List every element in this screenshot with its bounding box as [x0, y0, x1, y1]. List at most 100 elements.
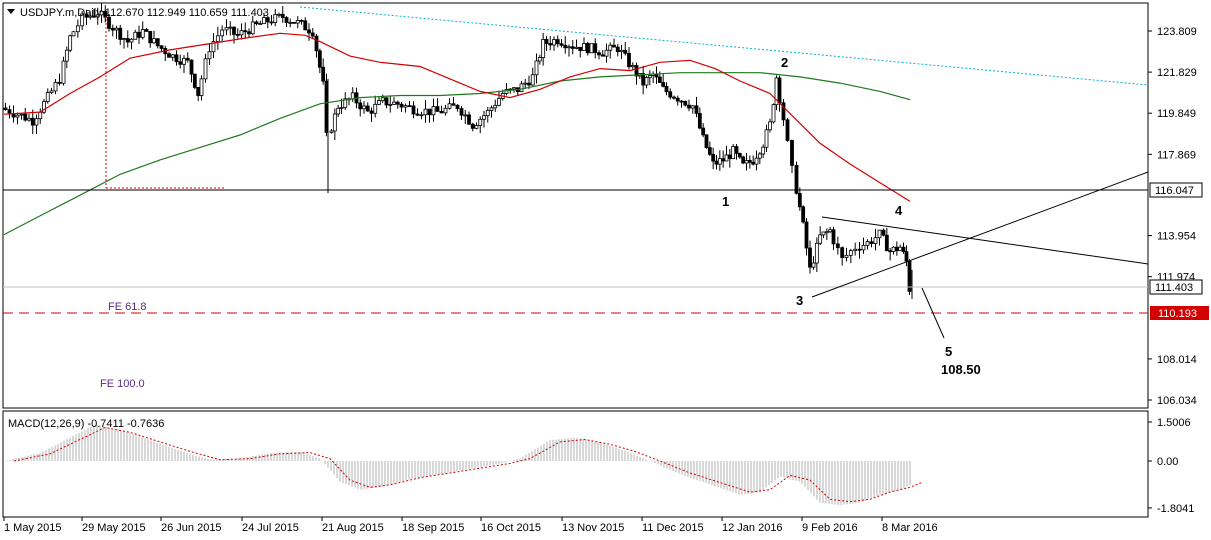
candle-body	[534, 60, 539, 76]
macd-tick-label: 1.5006	[1157, 417, 1191, 429]
candle-body	[45, 92, 50, 102]
ma-fast-line	[3, 32, 911, 202]
candle-body	[224, 27, 229, 31]
candle-body	[203, 58, 208, 80]
target-label: 108.50	[941, 362, 981, 377]
date-axis: 1 May 2015 29 May 2015 26 Jun 2015 24 Jul 2…	[3, 517, 938, 534]
candle-body	[597, 52, 601, 56]
candle-body	[615, 46, 620, 53]
candle-body	[95, 14, 100, 18]
candle-body	[114, 27, 119, 31]
date-tick-label: 21 Aug 2015	[322, 522, 384, 534]
candle-body	[690, 105, 695, 109]
candle-body	[768, 121, 772, 131]
candle-body	[125, 38, 130, 43]
candle-body	[570, 46, 575, 49]
candle-body	[167, 53, 171, 58]
candle-body	[761, 146, 766, 155]
candle-body	[64, 49, 69, 62]
candle-body	[295, 19, 300, 24]
candle-body	[727, 154, 732, 159]
candle-body	[828, 229, 833, 233]
candle-body	[3, 107, 8, 111]
candle-body	[99, 10, 104, 16]
candle-body	[303, 20, 308, 31]
candle-body	[140, 29, 145, 38]
candle-body	[694, 105, 699, 114]
candle-body	[668, 91, 673, 98]
macd-signal-line	[13, 426, 923, 503]
candle-body	[431, 106, 436, 116]
candle-body	[103, 10, 108, 18]
candle-body	[644, 77, 649, 86]
wave-label-3: 3	[796, 293, 803, 308]
candle-body	[582, 43, 586, 51]
candle-body	[310, 32, 315, 37]
candle-body	[392, 101, 396, 105]
candle-body	[38, 111, 43, 120]
price-tick-label: 123.809	[1157, 26, 1197, 38]
candle-body	[904, 251, 909, 262]
candle-body	[519, 83, 524, 92]
candle-body	[215, 35, 220, 42]
candle-body	[888, 250, 893, 253]
date-tick-label: 8 Mar 2016	[882, 522, 938, 534]
candle-body	[232, 26, 236, 35]
candle-body	[600, 54, 605, 57]
candle-body	[299, 19, 304, 22]
candle-body	[664, 85, 669, 93]
candle-body	[53, 81, 58, 92]
candle-body	[15, 114, 20, 118]
candle-body	[707, 147, 712, 155]
candle-body	[504, 89, 509, 94]
candle-body	[801, 206, 806, 223]
candle-body	[459, 108, 464, 116]
candle-body	[155, 38, 160, 47]
tag-116-text: 116.047	[1155, 185, 1194, 197]
candle-body	[84, 13, 89, 18]
date-tick-label: 29 May 2015	[82, 522, 146, 534]
price-tick-label: 121.829	[1157, 67, 1197, 79]
candle-body	[485, 109, 490, 117]
candle-body	[844, 254, 849, 258]
candle-body	[235, 34, 240, 36]
date-tick-label: 11 Dec 2015	[642, 522, 704, 534]
candle-body	[701, 127, 706, 136]
date-tick-label: 9 Feb 2016	[802, 522, 858, 534]
candle-body	[563, 44, 568, 49]
candle-body	[384, 97, 389, 106]
candle-body	[189, 59, 194, 75]
candle-body	[757, 153, 762, 159]
candle-body	[118, 27, 123, 40]
candle-body	[824, 231, 829, 234]
candle-body	[675, 97, 680, 102]
tag-116-box	[1149, 182, 1203, 198]
candle-body	[891, 246, 896, 252]
dropdown-arrow-icon[interactable]	[7, 9, 15, 14]
candle-body	[512, 87, 516, 90]
candle-body	[277, 13, 281, 16]
price-axis: 123.809121.829119.849117.869113.954111.9…	[1148, 26, 1197, 407]
candle-body	[321, 66, 326, 82]
candle-body	[634, 65, 639, 77]
candle-body	[901, 246, 906, 252]
candle-body	[474, 125, 479, 129]
candle-body	[731, 146, 736, 159]
candle-body	[307, 29, 311, 34]
candle-body	[220, 29, 225, 37]
candle-body	[148, 30, 153, 44]
candle-body	[797, 193, 802, 208]
candle-body	[243, 30, 248, 33]
candle-body	[419, 114, 424, 117]
candle-body	[612, 44, 616, 48]
candle-body	[697, 113, 702, 129]
candle-body	[754, 157, 759, 165]
candle-body	[284, 17, 289, 23]
candle-body	[144, 29, 149, 32]
candle-body	[894, 246, 899, 252]
candle-body	[388, 103, 393, 106]
candle-body	[544, 39, 549, 44]
candle-body	[280, 13, 285, 18]
candle-body	[403, 105, 408, 108]
